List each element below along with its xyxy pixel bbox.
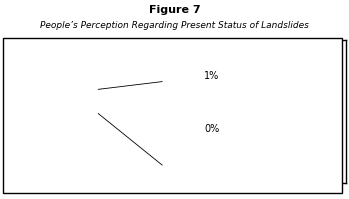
Bar (229, 155, 249, 174)
Bar (3, 38, 342, 193)
Wedge shape (86, 56, 125, 113)
Text: Moderate: Moderate (255, 106, 302, 116)
Text: Very High: Very High (255, 53, 302, 63)
Bar (229, 76, 249, 94)
Wedge shape (55, 72, 143, 171)
Wedge shape (28, 56, 86, 162)
Bar (229, 129, 249, 147)
Text: 1%: 1% (204, 71, 220, 81)
Text: 40%: 40% (80, 157, 101, 167)
Bar (229, 102, 249, 121)
Text: Very Low: Very Low (255, 159, 299, 170)
Text: 47%: 47% (34, 94, 55, 104)
Bar (229, 49, 249, 68)
Wedge shape (85, 56, 86, 113)
Text: Figure 7: Figure 7 (149, 5, 200, 15)
Text: 1%: 1% (109, 105, 125, 116)
Wedge shape (81, 56, 86, 113)
Text: 0%: 0% (204, 124, 220, 134)
Text: 12%: 12% (116, 67, 138, 77)
Text: Low: Low (255, 133, 274, 143)
Text: High: High (255, 80, 277, 90)
Text: People’s Perception Regarding Present Status of Landslides: People’s Perception Regarding Present St… (40, 21, 309, 30)
